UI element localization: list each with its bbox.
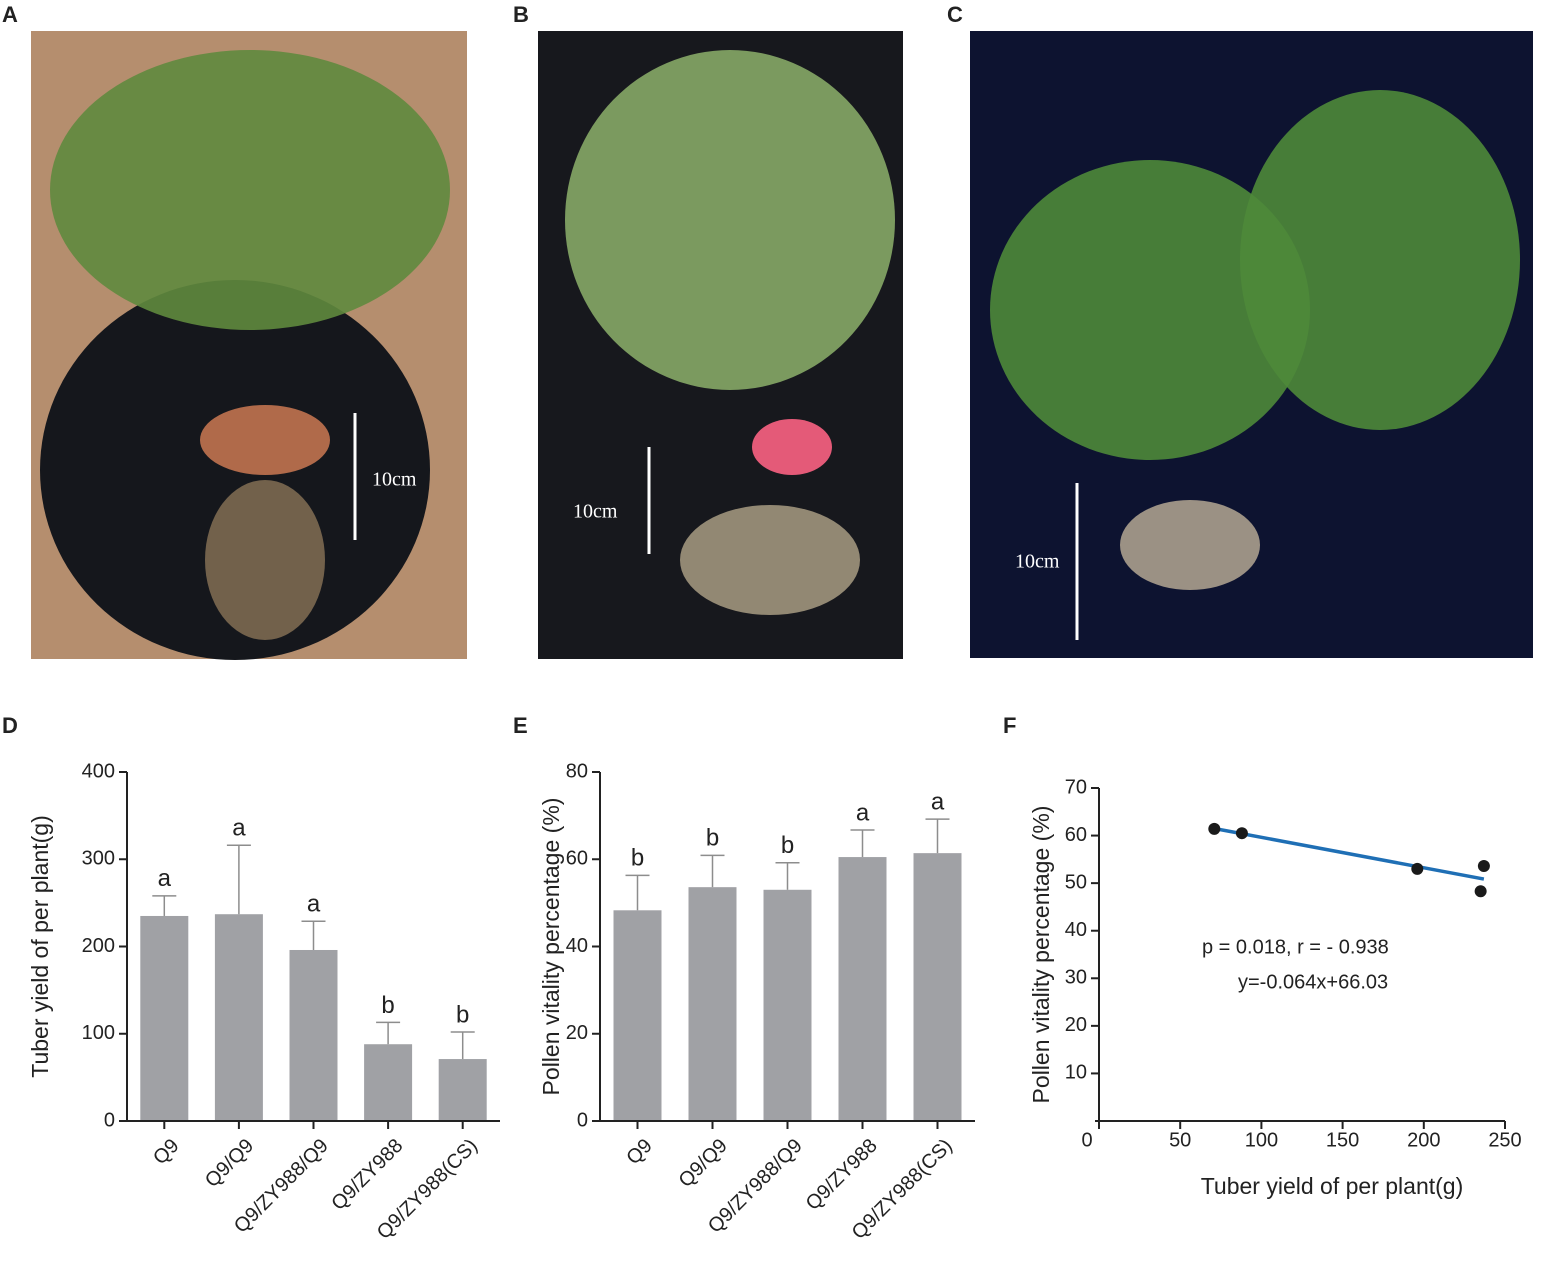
point <box>1474 885 1487 898</box>
scale-label: 10cm <box>372 469 417 491</box>
significance-label: b <box>631 845 644 872</box>
x-tick-label: Q9/ZY988 <box>802 1135 882 1215</box>
bar <box>140 915 189 1121</box>
bar <box>913 853 962 1121</box>
annotation: y=-0.064x+66.03 <box>1238 971 1388 993</box>
significance-label: a <box>931 788 945 815</box>
x-tick-label: Q9/Q9 <box>201 1135 258 1192</box>
x-tick-label: Q9 <box>622 1135 656 1169</box>
point <box>1477 860 1490 873</box>
point <box>1208 822 1221 835</box>
significance-label: a <box>856 799 870 826</box>
photo-c <box>970 31 1533 658</box>
roots <box>680 505 860 615</box>
bar <box>364 1044 413 1121</box>
scale-label: 10cm <box>573 501 618 523</box>
significance-label: b <box>456 1001 469 1028</box>
x-tick-label: 200 <box>1407 1129 1440 1151</box>
tuber <box>752 419 832 475</box>
panel-letter: B <box>513 2 529 27</box>
x-tick-label: 0 <box>1081 1129 1092 1151</box>
point <box>1235 827 1248 840</box>
foliage <box>1240 90 1520 430</box>
y-tick-label: 80 <box>566 760 588 782</box>
y-tick-label: 40 <box>566 935 588 957</box>
significance-label: b <box>781 832 794 859</box>
x-tick-label: Q9 <box>149 1135 183 1169</box>
significance-label: a <box>158 865 172 892</box>
y-tick-label: 100 <box>82 1022 115 1044</box>
y-tick-label: 60 <box>566 848 588 870</box>
photo-a <box>31 31 467 660</box>
y-axis-label: Pollen vitality percentage (%) <box>1028 806 1054 1104</box>
bar <box>438 1059 487 1121</box>
y-tick-label: 0 <box>104 1109 115 1131</box>
y-tick-label: 70 <box>1065 776 1087 798</box>
x-tick-label: 50 <box>1169 1129 1191 1151</box>
y-tick-label: 40 <box>1065 919 1087 941</box>
roots <box>205 480 325 640</box>
x-tick-label: 150 <box>1326 1129 1359 1151</box>
y-tick-label: 20 <box>1065 1014 1087 1036</box>
annotation: p = 0.018, r = - 0.938 <box>1202 936 1389 958</box>
x-tick-label: 250 <box>1488 1129 1521 1151</box>
bar <box>688 887 737 1121</box>
foliage <box>565 50 895 390</box>
y-tick-label: 400 <box>82 760 115 782</box>
panel-letter: D <box>2 713 18 738</box>
significance-label: a <box>307 891 321 918</box>
roots <box>1120 500 1260 590</box>
y-tick-label: 200 <box>82 935 115 957</box>
y-tick-label: 10 <box>1065 1062 1087 1084</box>
y-axis-label: Tuber yield of per plant(g) <box>27 815 53 1078</box>
point <box>1411 862 1424 875</box>
foliage <box>990 160 1310 460</box>
significance-label: b <box>706 825 719 852</box>
y-tick-label: 0 <box>577 1109 588 1131</box>
significance-label: b <box>381 992 394 1019</box>
panel-letter: C <box>947 2 963 27</box>
significance-label: a <box>232 815 246 842</box>
y-tick-label: 20 <box>566 1022 588 1044</box>
y-tick-label: 30 <box>1065 967 1087 989</box>
tubers <box>200 405 330 475</box>
panel-letter: F <box>1003 713 1016 738</box>
bar <box>214 914 263 1121</box>
y-axis-label: Pollen vitality percentage (%) <box>538 798 564 1096</box>
foliage <box>50 50 450 330</box>
bar <box>289 949 338 1121</box>
x-tick-label: Q9/ZY988 <box>327 1135 407 1215</box>
y-tick-label: 60 <box>1065 824 1087 846</box>
x-tick-label: Q9/Q9 <box>675 1135 732 1192</box>
trendline <box>1213 826 1485 881</box>
photo-b <box>538 31 903 659</box>
bar <box>613 910 662 1121</box>
y-tick-label: 50 <box>1065 871 1087 893</box>
panel-letter: E <box>513 713 528 738</box>
x-axis-label: Tuber yield of per plant(g) <box>1201 1173 1464 1199</box>
bar <box>838 857 887 1121</box>
bar <box>763 889 812 1121</box>
scale-label: 10cm <box>1015 551 1060 573</box>
x-tick-label: 100 <box>1245 1129 1278 1151</box>
panel-letter: A <box>2 2 18 27</box>
y-tick-label: 300 <box>82 848 115 870</box>
